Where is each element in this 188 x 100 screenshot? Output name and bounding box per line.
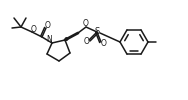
- Text: S: S: [94, 28, 100, 36]
- Circle shape: [65, 38, 68, 40]
- Text: O: O: [45, 21, 51, 30]
- Text: O: O: [101, 40, 106, 48]
- Text: O: O: [83, 38, 89, 46]
- Text: N: N: [46, 36, 52, 44]
- Text: O: O: [31, 24, 36, 34]
- Text: O: O: [83, 18, 89, 28]
